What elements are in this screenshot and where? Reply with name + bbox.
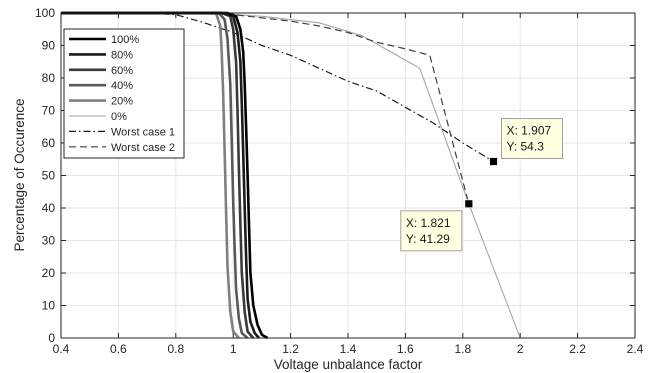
tick-labels: 0.4 0.6 0.8 1 1.2 1.4 1.6 1.8 2 2.2 2.4 0 10 20 30 40 50… [35,6,644,356]
datatip-x-label: X: 1.821 [406,216,451,230]
datatip-x-label: X: 1.907 [507,124,552,138]
datatip-box [501,118,564,160]
legend-label: 80% [111,49,133,61]
x-tick-label: 2.2 [569,342,586,356]
datatip-y-label: Y: 41.29 [406,232,450,246]
x-tick-label: 1.2 [282,342,299,356]
x-tick-label: 1.8 [454,342,471,356]
legend-label: 20% [111,96,133,108]
y-axis-label: Percentage of Occurence [12,98,27,251]
datatip-y-label: Y: 54.3 [507,140,545,154]
series-line-20pct [61,11,240,339]
x-tick-label: 1.4 [340,342,357,356]
x-tick-label: 0.8 [167,342,184,356]
datatip-box [400,210,463,252]
legend-label: Worst case 1 [111,126,175,138]
x-tick-label: 1 [230,342,237,356]
x-tick-label: 2 [517,342,524,356]
datatips: X: 1.907 Y: 54.3 X: 1.821 Y: 41.29 [400,118,564,252]
legend-box [63,28,185,159]
y-tick-label: 100 [35,6,55,20]
y-tick-label: 60 [42,136,56,150]
y-tick-label: 40 [42,201,56,215]
y-tick-label: 30 [42,234,56,248]
y-tick-label: 70 [42,104,56,118]
y-tick-label: 50 [42,169,56,183]
grid-lines [61,13,635,338]
y-tick-label: 0 [48,331,55,345]
y-tick-label: 90 [42,39,56,53]
x-tick-label: 2.4 [627,342,644,356]
legend-label: 60% [111,65,133,77]
datatip-marker [464,199,474,209]
y-tick-label: 80 [42,71,56,85]
legend-label: 100% [111,34,139,46]
legend-label: 40% [111,80,133,92]
series-line-worst-case-2 [61,12,470,204]
series-line-40pct [61,11,249,339]
y-tick-label: 10 [42,299,56,313]
legend-label: 0% [111,111,127,123]
x-tick-label: 0.6 [110,342,127,356]
legend-label: Worst case 2 [111,142,175,154]
axis-ticks [60,12,636,339]
x-tick-label: 0.4 [53,342,70,356]
series-line-100pct [61,11,269,340]
x-tick-label: 1.6 [397,342,414,356]
legend: 100% 80% 60% 40% 20% 0% Worst case 1 Worst case… [63,28,185,159]
y-tick-label: 20 [42,266,56,280]
datatip-marker [489,157,498,166]
x-axis-label: Voltage unbalance factor [274,357,423,372]
series-line-worst-case-1 [61,12,494,163]
